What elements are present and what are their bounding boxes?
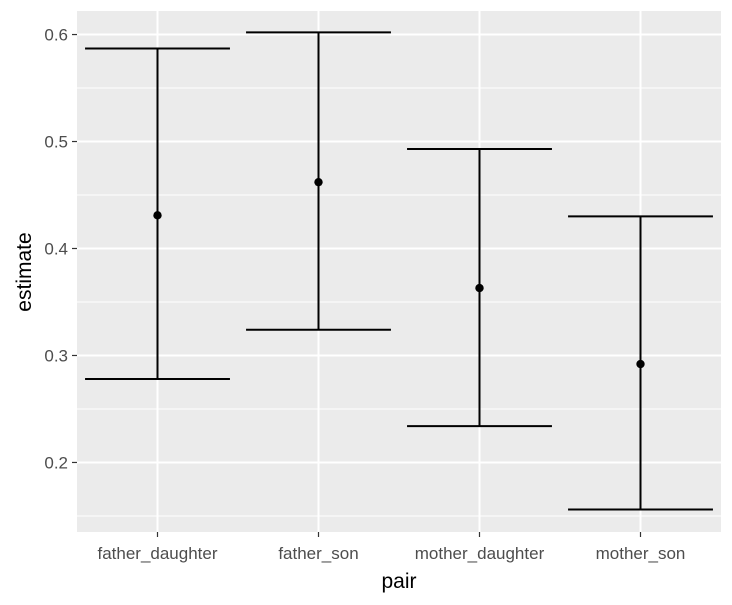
- y-axis-title: estimate: [13, 232, 36, 311]
- estimate-point: [153, 211, 162, 220]
- estimate-point: [475, 283, 484, 293]
- x-tick-label: mother_son: [596, 544, 686, 563]
- y-tick-label: 0.3: [44, 346, 68, 365]
- x-tick-label: father_son: [278, 544, 358, 563]
- estimate-point: [314, 177, 323, 187]
- y-tick-label: 0.6: [44, 26, 68, 45]
- estimate-point: [636, 359, 645, 369]
- plot-panel: [77, 11, 721, 532]
- y-tick-label: 0.4: [44, 239, 68, 258]
- x-axis-title: pair: [381, 570, 416, 593]
- marks: [85, 31, 713, 511]
- x-axis: father_daughter father_son mother_daughter…: [97, 532, 685, 563]
- y-tick-label: 0.5: [44, 133, 68, 152]
- y-axis: 0.2 0.3 0.4 0.5 0.6: [44, 26, 77, 472]
- y-tick-label: 0.2: [44, 453, 68, 472]
- x-tick-label: mother_daughter: [415, 544, 545, 563]
- x-tick-label: father_daughter: [97, 544, 217, 563]
- grid-minor: [77, 87, 721, 517]
